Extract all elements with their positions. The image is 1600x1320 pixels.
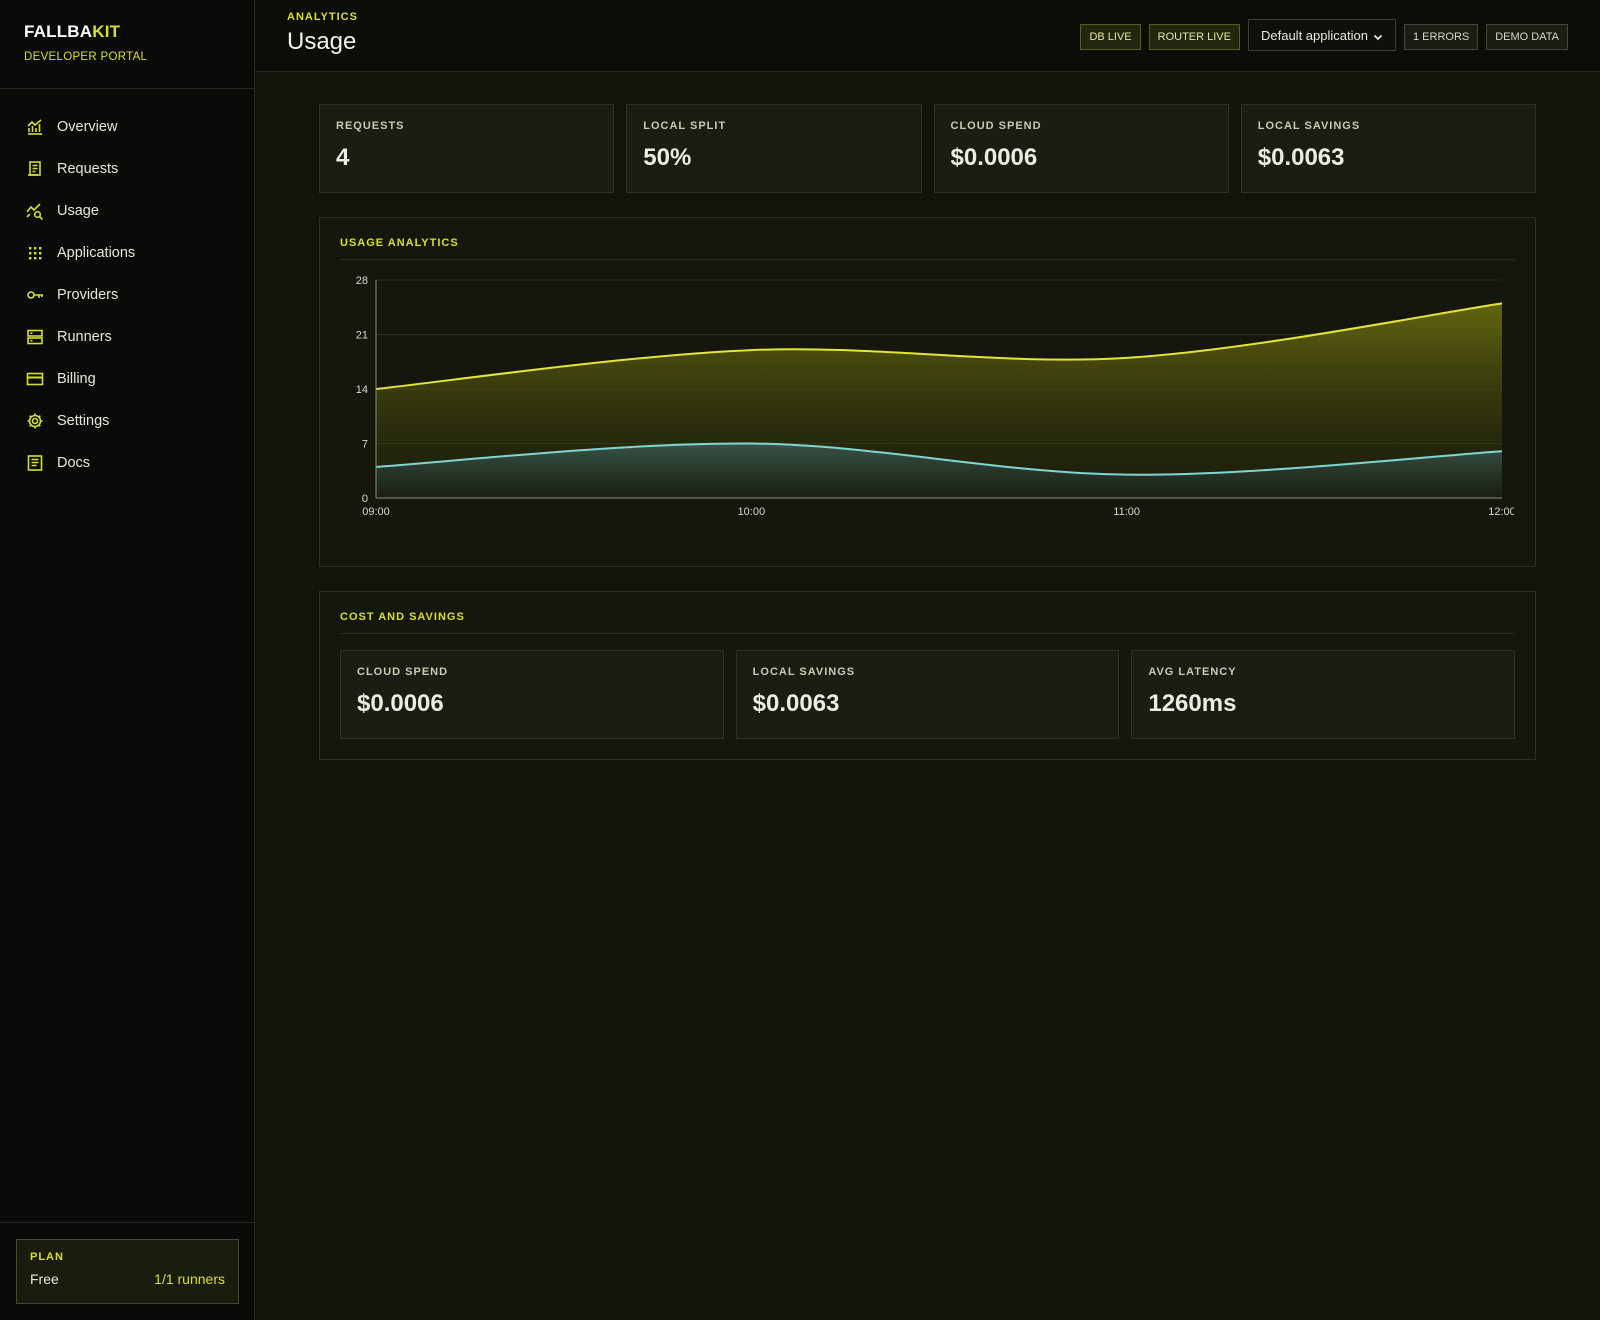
- kpi-card-cloud-spend: CLOUD SPEND $0.0006: [933, 104, 1229, 193]
- sidebar-item-label: Docs: [57, 455, 91, 471]
- brand-name-main: FALLBA: [24, 22, 93, 41]
- grid-icon: [26, 244, 44, 262]
- sidebar-item-settings[interactable]: Settings: [0, 400, 254, 442]
- series-b-area: [376, 443, 1502, 498]
- kpi-value: 50%: [643, 144, 692, 171]
- brand-name[interactable]: FALLBAKIT: [24, 22, 230, 42]
- chevron-down-icon: [1373, 30, 1383, 41]
- kpi-label: REQUESTS: [336, 120, 405, 132]
- cost-card-local-savings: LOCAL SAVINGS $0.0063: [735, 650, 1120, 739]
- usage-chart-container: 0 7 14 21 28 09:00 10:00 11:00 12:00: [340, 260, 1515, 546]
- plan-title: PLAN: [30, 1251, 64, 1263]
- db-status-badge: DB LIVE: [1080, 23, 1141, 50]
- sidebar-item-label: Settings: [57, 413, 110, 429]
- application-select-value: Default application: [1260, 27, 1368, 43]
- kpi-value: $0.0006: [950, 144, 1038, 171]
- kpi-card-local-split: LOCAL SPLIT 50%: [626, 104, 922, 193]
- topbar: ANALYTICS Usage DB LIVE ROUTER LIVE Defa…: [255, 0, 1600, 72]
- page-title: Usage: [287, 28, 357, 55]
- brand-subtitle: DEVELOPER PORTAL: [24, 51, 148, 63]
- kpi-card-requests: REQUESTS 4: [319, 104, 615, 193]
- sidebar-nav: Overview Requests Usage Applications: [0, 89, 254, 484]
- sidebar-item-label: Applications: [57, 245, 136, 261]
- doc-icon: [26, 454, 44, 472]
- sidebar-item-applications[interactable]: Applications: [0, 232, 254, 274]
- sidebar-item-usage[interactable]: Usage: [0, 190, 254, 232]
- brand-name-accent: KIT: [92, 22, 121, 41]
- sidebar-item-label: Overview: [57, 119, 118, 135]
- plan-tier: Free: [30, 1271, 59, 1287]
- main-content: ANALYTICS Usage DB LIVE ROUTER LIVE Defa…: [255, 0, 1600, 1320]
- sidebar-item-label: Billing: [57, 371, 96, 387]
- sidebar-item-label: Runners: [57, 329, 112, 345]
- x-tick-label: 10:00: [738, 506, 766, 518]
- cost-card-label: CLOUD SPEND: [357, 666, 449, 678]
- usage-content: REQUESTS 4 LOCAL SPLIT 50% CLOUD SPEND $…: [255, 72, 1600, 760]
- kpi-value: $0.0063: [1257, 144, 1345, 171]
- series-b-line: [375, 442, 1503, 476]
- demo-data-badge[interactable]: DEMO DATA: [1486, 23, 1568, 50]
- kpi-label: LOCAL SPLIT: [643, 120, 727, 132]
- y-tick-label: 0: [362, 493, 368, 505]
- x-tick-label: 09:00: [362, 506, 390, 518]
- y-tick-label: 14: [356, 384, 368, 396]
- panel-title: COST AND SAVINGS: [340, 611, 1515, 634]
- cost-card-cloud-spend: CLOUD SPEND $0.0006: [340, 650, 724, 739]
- usage-chart: 0 7 14 21 28 09:00 10:00 11:00 12:00: [356, 275, 1514, 518]
- card-icon: [26, 370, 44, 388]
- cost-card-value: $0.0006: [357, 690, 444, 717]
- panel-title: USAGE ANALYTICS: [340, 237, 1515, 260]
- receipt-icon: [26, 160, 44, 178]
- sidebar: FALLBAKIT DEVELOPER PORTAL Overview Requ…: [0, 0, 255, 1320]
- series-a-line: [375, 302, 1503, 390]
- usage-icon: [26, 202, 44, 220]
- sidebar-item-label: Usage: [57, 203, 99, 219]
- y-tick-label: 28: [356, 275, 368, 287]
- cost-card-label: LOCAL SAVINGS: [752, 666, 856, 678]
- cost-savings-panel: COST AND SAVINGS CLOUD SPEND $0.0006 LOC…: [319, 591, 1536, 760]
- router-status-badge: ROUTER LIVE: [1148, 23, 1240, 50]
- sidebar-divider: [0, 1222, 254, 1223]
- server-icon: [26, 328, 44, 346]
- sidebar-item-label: Providers: [57, 287, 119, 303]
- y-tick-label: 7: [362, 439, 368, 451]
- sidebar-item-billing[interactable]: Billing: [0, 358, 254, 400]
- cost-card-value: 1260ms: [1148, 690, 1237, 717]
- chart-icon: [26, 118, 44, 136]
- application-select[interactable]: Default application: [1247, 19, 1396, 51]
- cost-card-value: $0.0063: [752, 690, 840, 717]
- cost-card-avg-latency: AVG LATENCY 1260ms: [1131, 650, 1516, 739]
- header-actions: DB LIVE ROUTER LIVE Default application …: [1080, 0, 1568, 51]
- kpi-label: CLOUD SPEND: [950, 120, 1042, 132]
- sidebar-item-providers[interactable]: Providers: [0, 274, 254, 316]
- kpi-row: REQUESTS 4 LOCAL SPLIT 50% CLOUD SPEND $…: [319, 104, 1536, 193]
- plan-runners: 1/1 runners: [154, 1271, 225, 1287]
- kpi-card-local-savings: LOCAL SAVINGS $0.0063: [1240, 104, 1536, 193]
- plan-card: PLAN Free 1/1 runners: [16, 1239, 239, 1304]
- cost-card-label: AVG LATENCY: [1148, 666, 1237, 678]
- brand: FALLBAKIT DEVELOPER PORTAL: [0, 0, 254, 89]
- page-eyebrow: ANALYTICS: [287, 11, 358, 23]
- sidebar-item-docs[interactable]: Docs: [0, 442, 254, 484]
- sidebar-item-runners[interactable]: Runners: [0, 316, 254, 358]
- sidebar-item-label: Requests: [57, 161, 119, 177]
- sidebar-item-requests[interactable]: Requests: [0, 148, 254, 190]
- kpi-value: 4: [336, 144, 350, 171]
- y-tick-label: 21: [356, 330, 368, 342]
- errors-badge[interactable]: 1 ERRORS: [1403, 23, 1479, 50]
- usage-analytics-panel: USAGE ANALYTICS: [319, 217, 1536, 567]
- x-tick-label: 11:00: [1113, 506, 1140, 518]
- x-tick-label: 12:00: [1488, 506, 1514, 518]
- sidebar-item-overview[interactable]: Overview: [0, 106, 254, 148]
- key-icon: [26, 286, 44, 304]
- gear-icon: [26, 412, 44, 430]
- kpi-label: LOCAL SAVINGS: [1257, 120, 1361, 132]
- cost-card-row: CLOUD SPEND $0.0006 LOCAL SAVINGS $0.006…: [340, 650, 1516, 739]
